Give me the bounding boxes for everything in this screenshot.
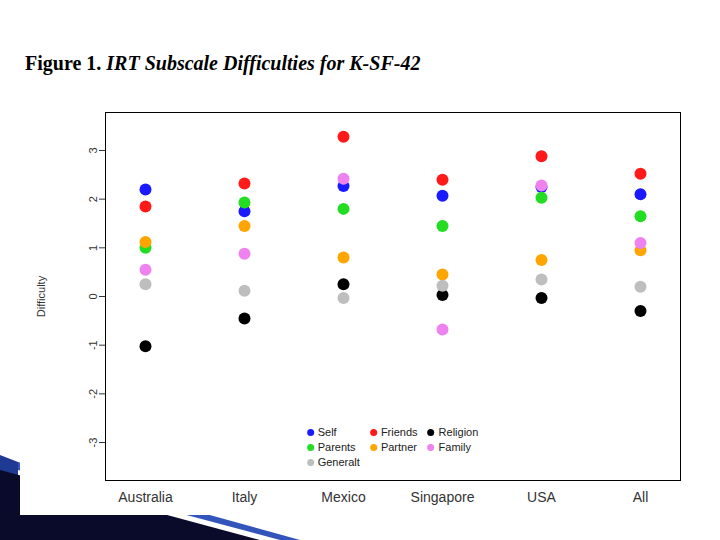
svg-text:Singapore: Singapore — [411, 489, 475, 505]
html-text:Family: Family — [438, 441, 471, 453]
svg-text:-2: -2 — [87, 389, 99, 399]
svg-text:1: 1 — [87, 245, 99, 251]
svg-text:Difficulty: Difficulty — [35, 275, 47, 317]
html-text:Parents: Parents — [317, 441, 356, 453]
svg-text:-1: -1 — [87, 340, 99, 350]
html-text:Religion: Religion — [438, 426, 479, 438]
svg-text:All: All — [633, 489, 649, 505]
svg-text:-3: -3 — [87, 438, 99, 448]
svg-text:USA: USA — [527, 489, 556, 505]
html-text:Partner: Partner — [380, 441, 417, 453]
html-text:Figure 1. IRT Subscale Difficu: Figure 1. IRT Subscale Difficulties for … — [25, 52, 421, 74]
svg-text:0: 0 — [87, 293, 99, 299]
svg-text:Australia: Australia — [118, 489, 173, 505]
svg-text:Italy: Italy — [232, 489, 258, 505]
html-text:Generalt: Generalt — [317, 456, 360, 468]
svg-text:Mexico: Mexico — [321, 489, 366, 505]
svg-text:2: 2 — [87, 196, 99, 202]
svg-text:3: 3 — [87, 147, 99, 153]
html-text:Friends: Friends — [380, 426, 418, 438]
html-text:Self: Self — [317, 426, 337, 438]
